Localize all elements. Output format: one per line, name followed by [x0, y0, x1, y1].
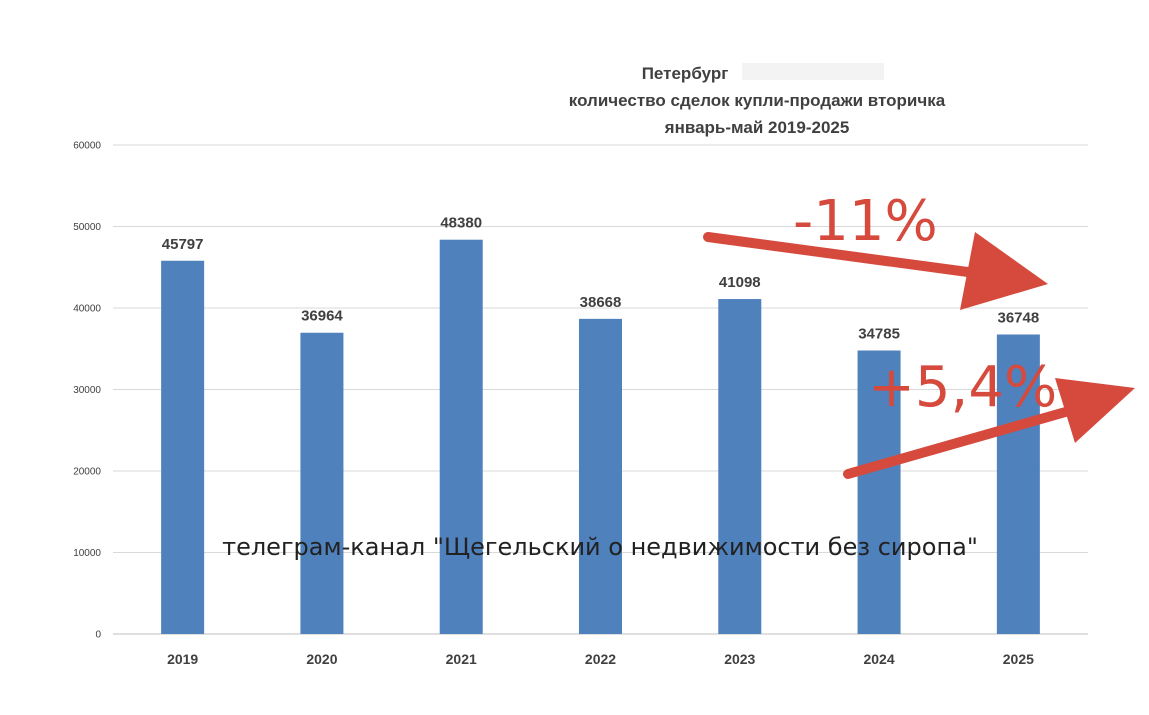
- x-tick-label-2025: 2025: [1003, 651, 1034, 667]
- chart-title-line-1: Петербург: [642, 64, 729, 83]
- y-tick-label: 50000: [73, 222, 101, 233]
- data-label-2025: 36748: [997, 310, 1039, 327]
- down-arrow-head: [960, 232, 1048, 310]
- data-label-2019: 45797: [162, 236, 204, 253]
- y-tick-label: 40000: [73, 304, 101, 315]
- data-label-2024: 34785: [858, 326, 900, 343]
- y-axis-ticks: 0 10000 20000 30000 40000 50000 60000: [73, 141, 101, 641]
- bar-2022: [579, 318, 622, 634]
- redacted-title-area: [742, 63, 884, 80]
- down-arrow-shaft: [703, 232, 995, 280]
- x-tick-label-2022: 2022: [585, 651, 616, 667]
- x-tick-label-2021: 2021: [446, 651, 477, 667]
- data-label-2022: 38668: [580, 294, 622, 311]
- bar-2020: [300, 332, 344, 634]
- down-percent-annotation: -11%: [793, 189, 938, 254]
- x-tick-label-2023: 2023: [724, 651, 755, 667]
- y-tick-label: 20000: [73, 467, 101, 478]
- x-tick-label-2020: 2020: [306, 651, 337, 667]
- up-arrow-head: [1055, 378, 1135, 443]
- bars: [161, 239, 1040, 634]
- x-tick-label-2019: 2019: [167, 651, 198, 667]
- y-tick-label: 0: [95, 630, 101, 641]
- up-percent-annotation: +5,4%: [868, 355, 1057, 420]
- bar-2023: [718, 299, 762, 634]
- data-labels: 45797 36964 48380 38668 41098 34785 36748: [162, 215, 1039, 343]
- bar-2019: [161, 260, 205, 634]
- up-arrow-shaft: [843, 400, 1095, 479]
- bar-2024: [857, 350, 901, 634]
- up-arrow: [843, 378, 1135, 479]
- data-label-2020: 36964: [301, 308, 343, 325]
- chart-title-line-3: январь-май 2019-2025: [664, 118, 850, 137]
- bar-2025: [996, 334, 1040, 634]
- data-label-2023: 41098: [719, 274, 761, 291]
- x-axis-ticks: 2019 2020 2021 2022 2023 2024 2025: [167, 651, 1034, 667]
- data-label-2021: 48380: [440, 215, 482, 232]
- bar-2021: [439, 239, 483, 634]
- y-tick-label: 30000: [73, 385, 101, 396]
- y-tick-label: 10000: [73, 548, 101, 559]
- down-arrow: [703, 232, 1048, 310]
- chart-title-line-2: количество сделок купли-продажи вторичка: [569, 91, 946, 110]
- y-tick-label: 60000: [73, 141, 101, 152]
- watermark-text: телеграм-канал "Щегельский о недвижимост…: [222, 533, 978, 561]
- x-tick-label-2024: 2024: [863, 651, 894, 667]
